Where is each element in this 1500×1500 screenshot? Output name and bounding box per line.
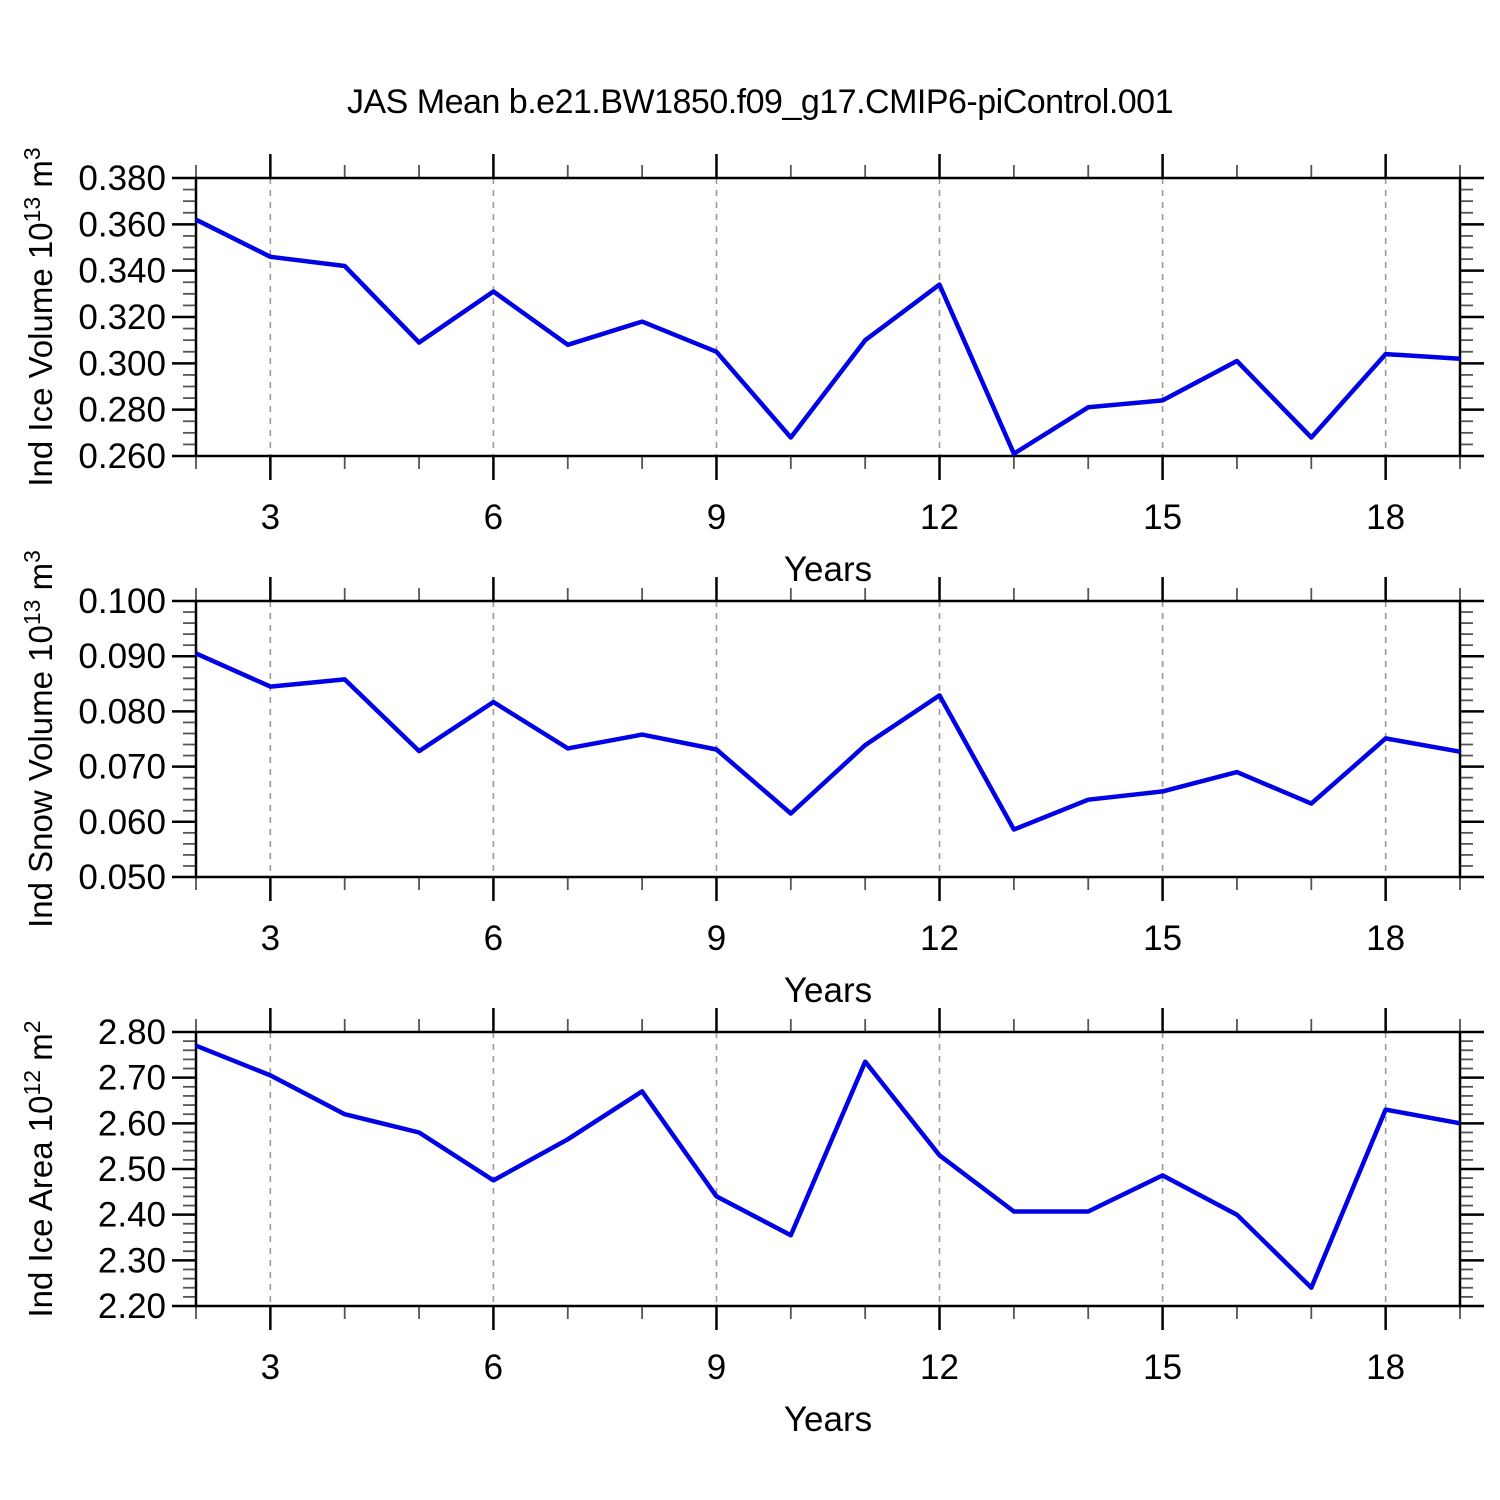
x-tick-label: 6 [484, 919, 503, 958]
y-axis-title: Ind Snow Volume 1013 m3 [19, 550, 59, 928]
x-tick-label: 12 [920, 919, 959, 958]
series-line [195, 651, 1461, 832]
y-axis-title: Ind Ice Area 1012 m2 [19, 1020, 59, 1317]
y-tick-label: 2.20 [98, 1287, 166, 1326]
x-tick-label: 18 [1366, 919, 1405, 958]
x-tick-label: 6 [484, 1348, 503, 1387]
series-line [195, 1043, 1461, 1290]
y-tick-label: 0.360 [78, 205, 166, 244]
y-tick-label: 2.40 [98, 1196, 166, 1235]
x-tick-label: 9 [707, 498, 726, 537]
x-tick-label: 3 [261, 498, 280, 537]
series-line [194, 217, 1461, 456]
x-axis-title-ice-volume: Years [784, 550, 872, 589]
x-tick-label: 9 [707, 919, 726, 958]
x-tick-label: 6 [484, 498, 503, 537]
x-tick-label: 18 [1366, 1348, 1405, 1387]
panel-snow-volume: 3 6 9 12 15 18 0.050 0.060 0.070 0.080 0.090 0.100 I… [19, 550, 1484, 958]
panel-ice-volume: 3 6 9 12 15 18 0.260 0.280 0.300 0.320 0.340 0.360 0… [19, 147, 1484, 537]
plot-border [194, 176, 1462, 458]
figure-title: JAS Mean b.e21.BW1850.f09_g17.CMIP6-piCo… [347, 83, 1173, 121]
x-tick-label: 9 [707, 1348, 726, 1387]
y-tick-label: 2.30 [98, 1241, 166, 1280]
x-axis-title-ice-area: Years [784, 1400, 872, 1439]
x-tick-label: 3 [261, 1348, 280, 1387]
y-tick-label: 0.340 [78, 252, 166, 291]
y-tick-label: 0.090 [78, 637, 166, 676]
plot-border [194, 1030, 1462, 1308]
y-tick-label: 2.60 [98, 1104, 166, 1143]
y-tick-label: 0.320 [78, 298, 166, 337]
x-tick-label: 15 [1143, 919, 1182, 958]
y-tick-label: 0.280 [78, 391, 166, 430]
y-tick-label: 0.260 [78, 437, 166, 476]
x-tick-label: 15 [1143, 498, 1182, 537]
y-tick-label: 2.70 [98, 1059, 166, 1098]
y-tick-label: 0.300 [78, 344, 166, 383]
y-tick-label: 0.060 [78, 803, 166, 842]
y-tick-label: 0.100 [78, 582, 166, 621]
y-tick-label: 0.070 [78, 748, 166, 787]
plot-border [194, 599, 1462, 879]
x-tick-label: 12 [920, 1348, 959, 1387]
y-tick-label: 0.050 [78, 858, 166, 897]
y-tick-label: 2.50 [98, 1150, 166, 1189]
x-tick-label: 3 [261, 919, 280, 958]
x-tick-label: 12 [920, 498, 959, 537]
y-axis-title: Ind Ice Volume 1013 m3 [19, 147, 59, 486]
panel-ice-area: 3 6 9 12 15 18 2.20 2.30 2.40 2.50 2.60 2.70 2.80 Ind… [19, 1008, 1484, 1387]
y-tick-label: 0.080 [78, 692, 166, 731]
y-tick-label: 0.380 [78, 159, 166, 198]
x-axis-title-snow-volume: Years [784, 971, 872, 1010]
x-tick-label: 15 [1143, 1348, 1182, 1387]
y-tick-label: 2.80 [98, 1013, 166, 1052]
x-tick-label: 18 [1366, 498, 1405, 537]
